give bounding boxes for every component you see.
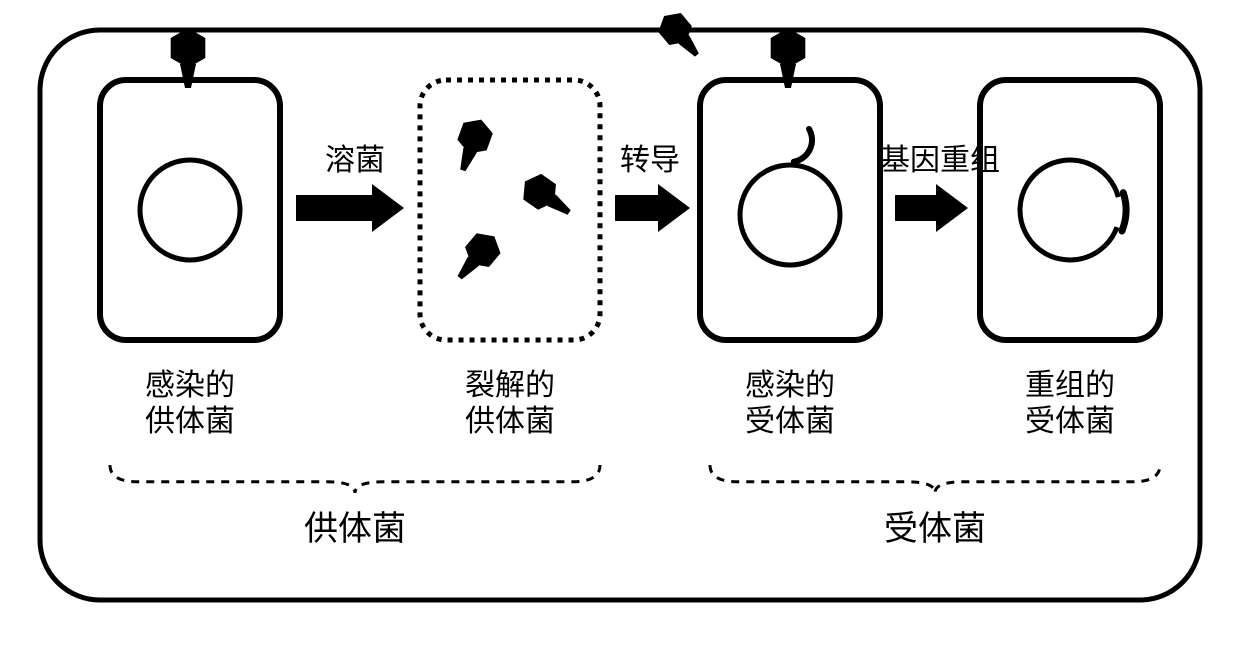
arrow3 (895, 184, 968, 232)
arrow2 (615, 184, 690, 232)
donor-lysed-cell (420, 80, 600, 340)
lbl4: 重组的受体菌 (1025, 369, 1115, 438)
brace2 (710, 465, 1160, 493)
brace1-label: 供体菌 (304, 510, 406, 548)
arrow1-label: 溶菌 (325, 144, 385, 177)
arrow1 (296, 184, 404, 232)
arrow3-label: 基因重组 (880, 144, 1000, 177)
diagram-canvas: 溶菌 转导 基因重组感染的供体菌 裂解的供体菌 感染的受体菌 重组的受体菌供体菌 受体菌 (0, 0, 1240, 647)
donor-infected-cell (100, 80, 280, 340)
phage-icon (653, 7, 708, 65)
recipient-recombined-cell (980, 80, 1160, 340)
lbl1: 感染的供体菌 (145, 369, 235, 438)
brace1 (110, 465, 600, 493)
brace2-label: 受体菌 (884, 510, 986, 548)
diagram-svg: 溶菌 转导 基因重组感染的供体菌 裂解的供体菌 感染的受体菌 重组的受体菌供体菌 受体菌 (0, 0, 1240, 647)
lbl3: 感染的受体菌 (745, 369, 835, 438)
recipient-infected-cell (700, 80, 880, 340)
arrow2-label: 转导 (620, 144, 680, 177)
lbl2: 裂解的供体菌 (465, 369, 555, 438)
